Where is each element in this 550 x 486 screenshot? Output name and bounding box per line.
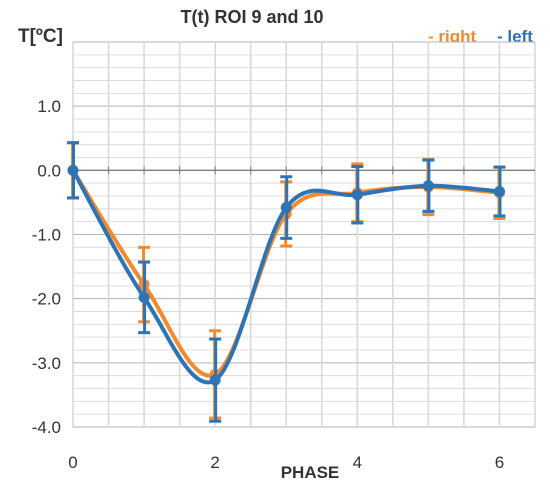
legend-item-right: - right [428, 27, 476, 46]
y-tick-label: -4.0 [32, 418, 61, 437]
series-left [67, 141, 506, 423]
x-tick-label: 6 [495, 453, 504, 472]
x-tick-label: 0 [68, 453, 77, 472]
x-tick-label: 2 [210, 453, 219, 472]
y-tick-label: 0.0 [37, 161, 61, 180]
y-axis-label: T[ºC] [18, 26, 63, 47]
x-axis-label: PHASE [281, 463, 340, 482]
x-tick-label: 4 [353, 453, 362, 472]
y-tick-label: -3.0 [32, 354, 61, 373]
data-point [138, 291, 150, 303]
y-tick-label: -2.0 [32, 290, 61, 309]
data-point [209, 374, 221, 386]
data-point [351, 189, 363, 201]
plot-area: 1.0 0.0 -1.0 -2.0 -3.0 -4.0 0 2 4 6 [32, 41, 536, 472]
y-tick-label: 1.0 [37, 97, 61, 116]
data-point [493, 186, 505, 198]
data-point [280, 202, 292, 214]
series-line [71, 169, 500, 385]
legend-item-left: - left [497, 27, 533, 46]
y-tick-label: -1.0 [32, 226, 61, 245]
legend: - right - left [428, 27, 533, 46]
data-point [422, 180, 434, 192]
chart-title: T(t) ROI 9 and 10 [180, 7, 323, 27]
data-point [67, 164, 79, 176]
